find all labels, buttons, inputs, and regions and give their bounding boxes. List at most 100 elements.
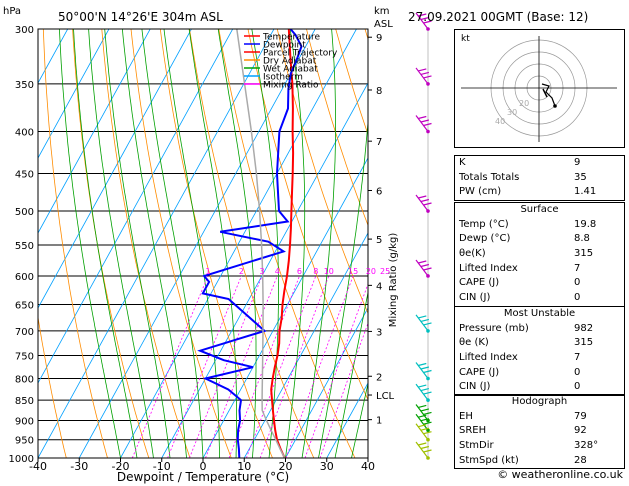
mixing-ratio-line xyxy=(131,275,209,458)
storm-motion-arrow xyxy=(542,88,548,98)
wind-barb-staff xyxy=(415,194,429,212)
mixing-ratio-label: 10 xyxy=(324,267,334,276)
hodograph-row: EH 79 xyxy=(455,410,624,425)
wind-barb xyxy=(415,67,432,86)
surface-table: Surface Temp (°C) 19.8 Dewp (°C) 8.8 θe(K) 31… xyxy=(454,202,625,307)
index-value: 9 xyxy=(574,157,581,168)
wind-barb-staff xyxy=(415,441,429,459)
km-tick-label: 1 xyxy=(376,416,382,427)
wet-adiabat-line xyxy=(59,29,121,458)
km-tick-label: 7 xyxy=(376,137,382,148)
x-tick-label: -40 xyxy=(29,460,47,473)
pressure-tick-label: 450 xyxy=(15,169,34,180)
wind-barb-feather xyxy=(418,404,427,409)
legend-label: Dewpoint xyxy=(263,41,306,51)
legend-label: Parcel Trajectory xyxy=(263,49,338,59)
wind-barb-dot xyxy=(426,456,430,460)
most-unstable-value: 982 xyxy=(574,322,594,334)
hodograph-label: StmSpd (kt) xyxy=(459,454,519,466)
wind-barb-staff xyxy=(415,383,429,401)
hodograph-end-dot xyxy=(553,104,557,108)
pressure-tick-label: 950 xyxy=(15,436,34,447)
surface-label: CAPE (J) xyxy=(459,277,500,289)
wind-barb-feather xyxy=(423,322,432,326)
hpa-label: hPa xyxy=(3,6,21,17)
wind-barb-dot xyxy=(426,376,430,381)
dry-adiabat-line xyxy=(247,29,368,401)
km-label: km xyxy=(374,6,390,17)
wind-barb xyxy=(415,115,432,134)
dry-adiabat-line xyxy=(72,29,150,458)
wind-barb-feather xyxy=(423,421,432,425)
km-tick-label: 8 xyxy=(376,86,382,97)
wind-barb-dot xyxy=(426,437,430,442)
wet-adiabat-line xyxy=(122,29,187,458)
most-unstable-row: Lifted Index 7 xyxy=(455,351,624,366)
hodograph-row: StmSpd (kt) 28 xyxy=(455,454,624,469)
wind-barb xyxy=(415,12,432,31)
mixing-ratio-line xyxy=(285,275,354,458)
dry-adiabat-line xyxy=(306,29,368,227)
wind-barb-dot xyxy=(426,129,430,134)
wind-barb-feather xyxy=(420,198,430,203)
dry-adiabat-line xyxy=(130,29,232,458)
most-unstable-value: 0 xyxy=(574,381,581,393)
isotherm-line xyxy=(38,29,151,234)
wind-barb-feather xyxy=(420,366,430,370)
wind-barb-dot xyxy=(426,27,430,31)
credit-text: © weatheronline.co.uk xyxy=(497,468,623,481)
surface-value: 0 xyxy=(574,292,581,304)
isotherm-line xyxy=(326,382,368,458)
wind-barb xyxy=(415,413,432,433)
legend-label: Dry Adiabat xyxy=(263,57,317,67)
pressure-tick-label: 500 xyxy=(15,207,34,218)
isotherm-line xyxy=(38,29,110,159)
surface-row: θe(K) 315 xyxy=(455,247,624,262)
hodograph-row: StmDir 328° xyxy=(455,439,624,454)
surface-row: CAPE (J) 0 xyxy=(455,276,624,291)
wind-barb-staff xyxy=(415,314,429,332)
most-unstable-title: Most Unstable xyxy=(503,308,576,319)
wind-barb xyxy=(415,314,432,333)
most-unstable-row: Pressure (mb) 982 xyxy=(455,322,624,337)
index-row: Totals Totals 35 xyxy=(455,171,624,186)
surface-label: θe(K) xyxy=(459,248,486,260)
dry-adiabat-line xyxy=(42,29,108,458)
wet-adiabat-line xyxy=(285,29,306,458)
hodograph-ring-label: 40 xyxy=(495,117,505,126)
wind-barb-dot xyxy=(426,398,430,402)
hodograph-ring-label: 20 xyxy=(519,99,529,108)
pressure-tick-label: 700 xyxy=(15,327,34,338)
most-unstable-row: θe (K) 315 xyxy=(455,336,624,351)
pressure-tick-label: 300 xyxy=(15,25,34,36)
wind-barb-feather xyxy=(423,411,432,416)
wind-barb-feather xyxy=(418,13,427,17)
pressure-tick-label: 400 xyxy=(15,128,34,139)
km-tick-label: 4 xyxy=(376,281,382,292)
x-tick-label: -10 xyxy=(153,460,171,473)
surface-label: Dewp (°C) xyxy=(459,233,511,245)
wind-barb-feather xyxy=(423,449,432,453)
legend-label: Isotherm xyxy=(263,73,303,83)
mixing-ratio-line xyxy=(205,275,278,458)
x-tick-label: 10 xyxy=(237,460,251,473)
wind-barb-feather xyxy=(420,408,430,412)
mixing-ratio-line xyxy=(304,282,368,458)
hodograph-value: 79 xyxy=(574,410,587,422)
km-tick-label: 6 xyxy=(376,186,382,197)
legend-label: Mixing Ratio xyxy=(263,81,319,91)
hodograph-ring-label: 30 xyxy=(507,108,517,117)
wet-adiabat-line xyxy=(88,29,154,458)
indices-table: K 9 Totals Totals 35 PW (cm) 1.41 xyxy=(454,155,625,202)
surface-value: 7 xyxy=(574,262,581,274)
x-tick-label: -20 xyxy=(112,460,130,473)
index-label: Totals Totals xyxy=(459,171,520,183)
km-tick-label: LCL xyxy=(376,391,395,402)
wet-adiabat-line xyxy=(318,117,368,458)
legend-label: Temperature xyxy=(262,33,320,43)
wind-barb-feather xyxy=(423,202,432,206)
surface-label: Temp (°C) xyxy=(459,218,509,230)
wind-barb xyxy=(415,259,432,278)
most-unstable-table: Most Unstable Pressure (mb) 982 θe (K) 315 L… xyxy=(454,306,625,397)
